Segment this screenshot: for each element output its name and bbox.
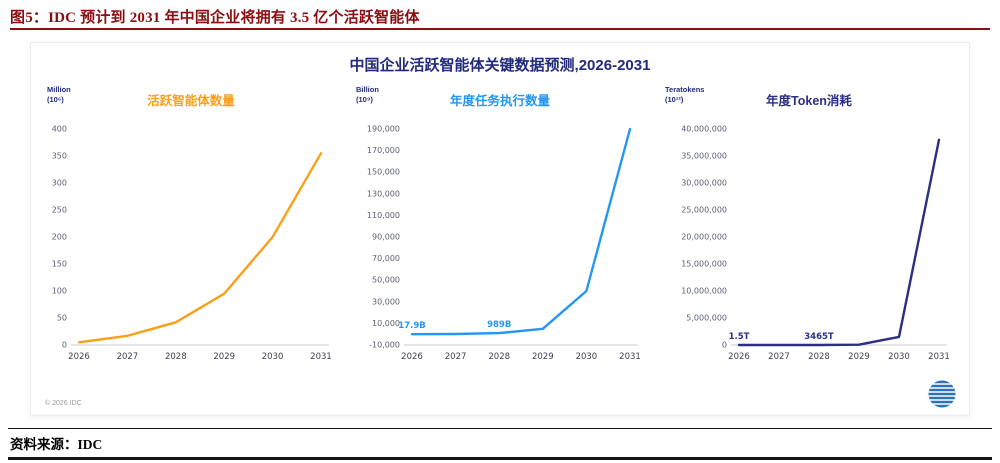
chart-title: 年度任务执行数量 — [449, 94, 550, 108]
svg-text:40,000,000: 40,000,000 — [681, 125, 727, 134]
svg-text:70,000: 70,000 — [372, 254, 400, 263]
svg-text:400: 400 — [52, 125, 67, 134]
svg-text:2030: 2030 — [576, 352, 598, 362]
header-divider — [10, 28, 990, 30]
chart-panel: 中国企业活跃智能体关键数据预测,2026-2031 Million (10⁶) … — [30, 42, 970, 416]
panel-title: 中国企业活跃智能体关键数据预测,2026-2031 — [349, 57, 651, 74]
svg-text:2027: 2027 — [117, 352, 139, 362]
svg-text:10,000: 10,000 — [372, 319, 400, 328]
svg-text:1.5T: 1.5T — [729, 332, 750, 342]
svg-text:110,000: 110,000 — [367, 211, 400, 220]
svg-text:150: 150 — [52, 260, 67, 269]
svg-text:30,000: 30,000 — [372, 297, 400, 306]
svg-text:2026: 2026 — [728, 352, 750, 362]
svg-text:130,000: 130,000 — [367, 189, 400, 198]
svg-text:25,000,000: 25,000,000 — [681, 206, 727, 215]
svg-text:2031: 2031 — [928, 352, 950, 362]
svg-text:2029: 2029 — [213, 352, 235, 362]
charts-row: Million (10⁶) 活跃智能体数量 400 350 300 250 200 150… — [31, 75, 969, 373]
svg-text:10,000,000: 10,000,000 — [681, 287, 727, 296]
svg-text:35,000,000: 35,000,000 — [681, 152, 727, 161]
line-chart-task-executions: 190,000 170,000 150,000 130,000 110,000 90,00… — [367, 125, 641, 363]
svg-text:2027: 2027 — [768, 352, 790, 362]
source-note: 资料来源：IDC — [10, 437, 103, 452]
svg-text:2030: 2030 — [262, 352, 284, 362]
svg-text:20,000,000: 20,000,000 — [681, 233, 727, 242]
idc-globe-icon — [927, 379, 957, 409]
svg-text:100: 100 — [52, 287, 67, 296]
chart-annual-token-consumption: Teratokens (10¹²) 年度Token消耗 40,000,000 35… — [659, 83, 959, 373]
svg-text:150,000: 150,000 — [367, 168, 400, 177]
svg-text:170,000: 170,000 — [367, 146, 400, 155]
line-chart-token-consumption: 40,000,000 35,000,000 30,000,000 25,000,000… — [681, 125, 950, 363]
chart-title: 年度Token消耗 — [766, 94, 852, 108]
chart-header: Million (10⁶) 活跃智能体数量 — [41, 83, 341, 117]
svg-text:2029: 2029 — [848, 352, 870, 362]
svg-text:0: 0 — [62, 341, 67, 350]
svg-text:2031: 2031 — [310, 352, 332, 362]
copyright-note: © 2026 IDC — [45, 400, 82, 407]
svg-text:15,000,000: 15,000,000 — [681, 260, 727, 269]
svg-text:250: 250 — [52, 206, 67, 215]
svg-text:2027: 2027 — [445, 352, 467, 362]
footer-divider-top — [8, 428, 992, 429]
svg-text:90,000: 90,000 — [372, 233, 400, 242]
svg-text:17.9B: 17.9B — [398, 321, 425, 331]
y-axis-unit-label: Billion (10⁹) — [356, 85, 379, 104]
svg-text:200: 200 — [52, 233, 67, 242]
svg-text:3465T: 3465T — [804, 332, 834, 342]
svg-text:300: 300 — [52, 179, 67, 188]
svg-text:190,000: 190,000 — [367, 125, 400, 134]
figure-title: 图5：IDC 预计到 2031 年中国企业将拥有 3.5 亿个活跃智能体 — [10, 10, 420, 26]
svg-text:2030: 2030 — [888, 352, 910, 362]
svg-text:2029: 2029 — [532, 352, 554, 362]
footer-divider-bottom — [8, 457, 992, 460]
svg-text:50,000: 50,000 — [372, 276, 400, 285]
svg-text:2031: 2031 — [619, 352, 641, 362]
chart-title: 活跃智能体数量 — [147, 94, 235, 108]
svg-text:2028: 2028 — [808, 352, 830, 362]
svg-text:2028: 2028 — [488, 352, 510, 362]
y-axis-unit-label: Million (10⁶) — [47, 85, 71, 104]
svg-text:350: 350 — [52, 152, 67, 161]
svg-text:989B: 989B — [487, 320, 511, 330]
svg-text:2026: 2026 — [401, 352, 423, 362]
svg-text:0: 0 — [722, 341, 727, 350]
svg-text:2026: 2026 — [68, 352, 90, 362]
chart-annual-task-executions: Billion (10⁹) 年度任务执行数量 190,000 170,000 150… — [350, 83, 650, 373]
chart-active-agents-count: Million (10⁶) 活跃智能体数量 400 350 300 250 200 150… — [41, 83, 341, 373]
y-axis-unit-label: Teratokens (10¹²) — [665, 85, 705, 104]
svg-text:2028: 2028 — [165, 352, 187, 362]
svg-text:-10,000: -10,000 — [369, 341, 400, 350]
svg-text:50: 50 — [57, 314, 67, 323]
chart-header: Billion (10⁹) 年度任务执行数量 — [350, 83, 650, 117]
svg-text:30,000,000: 30,000,000 — [681, 179, 727, 188]
svg-text:5,000,000: 5,000,000 — [686, 314, 727, 323]
chart-header: Teratokens (10¹²) 年度Token消耗 — [659, 83, 959, 117]
